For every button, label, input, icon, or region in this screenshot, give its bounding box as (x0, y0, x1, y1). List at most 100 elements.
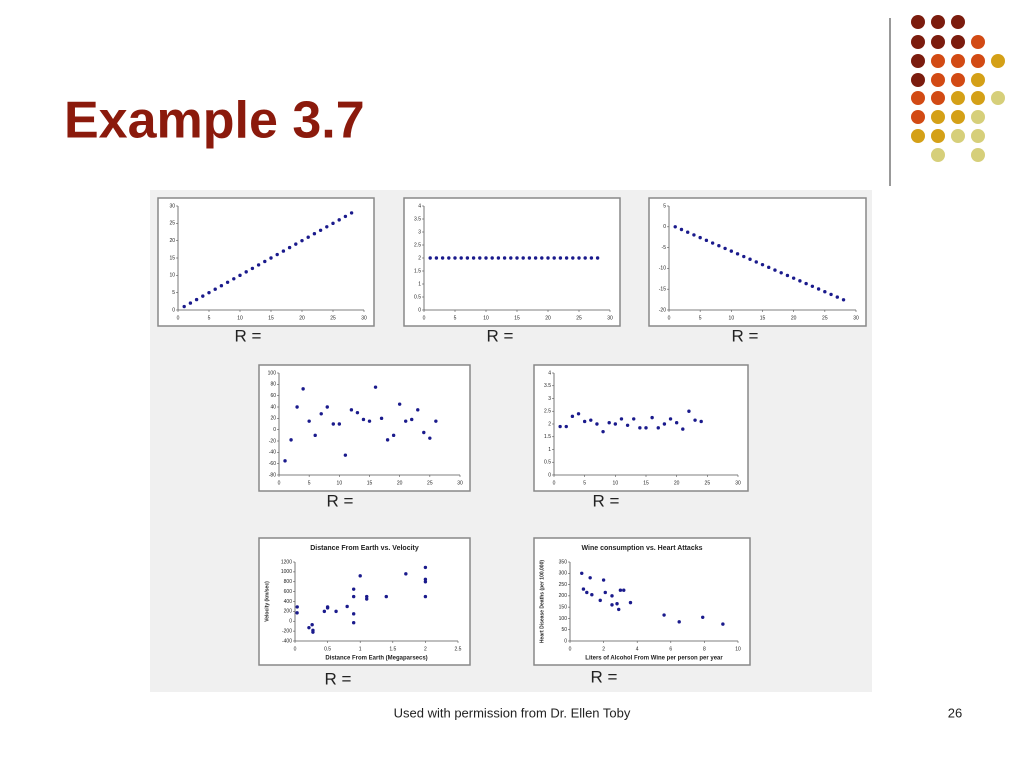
y-tick-label: 50 (561, 627, 567, 633)
y-tick-label: 1000 (281, 569, 292, 575)
data-point (343, 214, 348, 219)
data-point (693, 418, 697, 422)
y-tick-label: 40 (270, 404, 276, 410)
y-tick-label: -80 (269, 472, 276, 478)
data-point (701, 615, 705, 619)
y-tick-label: 0.5 (544, 460, 551, 466)
data-point (767, 265, 771, 270)
data-point (219, 284, 224, 288)
x-tick-label: 25 (576, 315, 582, 321)
y-tick-label: 20 (270, 416, 276, 422)
data-point (598, 598, 602, 603)
y-tick-label: 0 (273, 427, 276, 433)
x-tick-label: 6 (669, 646, 672, 652)
data-point (589, 256, 594, 260)
x-tick-label: 10 (483, 315, 489, 321)
data-point (367, 419, 372, 423)
y-tick-label: 0 (663, 224, 666, 230)
y-tick-label: -40 (269, 450, 276, 456)
data-point (349, 408, 354, 412)
data-point (754, 260, 758, 264)
data-point (681, 427, 685, 431)
y-tick-label: 300 (559, 571, 568, 577)
x-tick-label: 10 (729, 315, 735, 321)
data-point (281, 249, 286, 253)
x-tick-label: 15 (514, 315, 520, 321)
data-point (391, 433, 396, 438)
page-number: 26 (948, 705, 962, 720)
y-tick-label: 1.5 (414, 268, 421, 274)
data-point (256, 263, 261, 267)
y-tick-label: 100 (559, 616, 568, 622)
data-point (546, 256, 550, 260)
data-point (710, 241, 715, 245)
data-point (540, 256, 544, 260)
r-caption: R = (732, 326, 759, 345)
data-point (313, 433, 317, 438)
chart-frame (258, 364, 471, 492)
y-tick-label: 400 (284, 599, 293, 605)
data-point (351, 594, 356, 599)
data-point (397, 402, 402, 406)
x-tick-label: 5 (308, 480, 311, 486)
data-point (410, 417, 414, 422)
x-tick-label: 30 (735, 480, 741, 486)
x-tick-label: 0 (668, 315, 671, 321)
y-tick-label: -5 (662, 245, 667, 251)
data-point (618, 588, 623, 592)
slide-title: Example 3.7 (64, 92, 365, 150)
data-point (484, 256, 488, 260)
x-tick-label: 5 (208, 315, 211, 321)
r-caption: R = (487, 326, 514, 345)
data-point (674, 421, 679, 425)
data-point (590, 593, 594, 597)
x-tick-label: 15 (643, 480, 649, 486)
data-point (373, 385, 378, 389)
data-point (358, 574, 362, 578)
x-tick-label: 30 (607, 315, 613, 321)
data-point (580, 571, 584, 575)
x-tick-label: 5 (699, 315, 702, 321)
y-tick-label: 0.5 (414, 294, 421, 300)
data-point (490, 256, 494, 260)
data-point (581, 587, 586, 591)
x-tick-label: 15 (760, 315, 766, 321)
data-point (558, 256, 563, 260)
data-point (319, 412, 323, 416)
y-tick-label: 0 (548, 472, 551, 478)
data-point (440, 256, 445, 260)
r-caption: R = (327, 491, 354, 510)
data-point (687, 409, 691, 413)
x-tick-label: 5 (454, 315, 457, 321)
y-tick-label: 2 (548, 421, 551, 427)
y-tick-label: -20 (659, 307, 666, 313)
data-point (188, 301, 193, 305)
data-point (459, 256, 463, 260)
r-caption: R = (591, 667, 618, 686)
data-point (607, 421, 611, 425)
data-point (502, 256, 507, 260)
data-point (349, 211, 354, 215)
data-point (748, 257, 752, 261)
data-point (723, 246, 727, 251)
data-point (571, 256, 575, 260)
data-point (785, 273, 790, 278)
y-tick-label: 0 (172, 307, 175, 313)
data-point (345, 604, 349, 609)
x-tick-label: 20 (397, 480, 403, 486)
data-point (295, 611, 299, 615)
data-point (496, 256, 501, 260)
x-tick-label: 1 (359, 646, 362, 652)
data-point (355, 410, 360, 415)
y-tick-label: -200 (282, 628, 292, 634)
x-tick-label: 10 (237, 315, 243, 321)
y-tick-label: 4 (548, 370, 551, 376)
x-tick-label: 0 (294, 646, 297, 652)
data-point (428, 436, 432, 440)
y-tick-label: 1200 (281, 559, 292, 565)
x-tick-label: 10 (613, 480, 619, 486)
data-point (582, 419, 587, 424)
data-point (576, 412, 581, 416)
data-point (698, 235, 702, 240)
data-point (310, 623, 314, 627)
